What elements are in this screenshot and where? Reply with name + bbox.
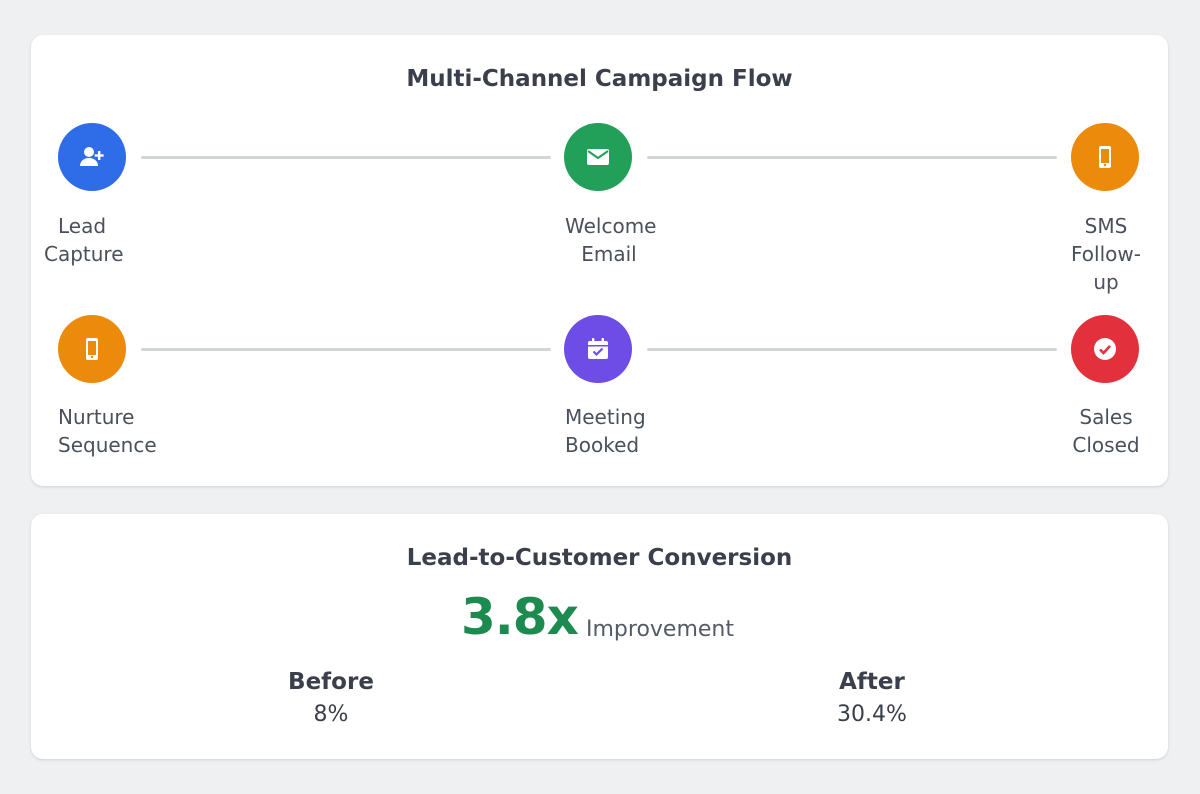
step-label-line: Welcome [565, 214, 657, 238]
step-label: Lead Capture [44, 212, 124, 268]
step-label-line: Follow- [1071, 242, 1141, 266]
step-sales-closed-button[interactable] [1071, 315, 1139, 383]
user-plus-icon [79, 144, 105, 170]
improvement-label: Improvement [586, 617, 734, 642]
conversion-multiplier: 3.8x [461, 588, 579, 646]
step-sms-follow-up-button[interactable] [1071, 123, 1139, 191]
step-label: Welcome Email [565, 212, 657, 268]
step-lead-capture-button[interactable] [58, 123, 126, 191]
step-label-line: Sequence [58, 433, 157, 457]
step-label: SMS Follow- up [1066, 212, 1146, 296]
calendar-check-icon [585, 336, 611, 362]
step-label: Nurture Sequence [58, 403, 168, 459]
step-label-line: Email [581, 242, 637, 266]
campaign-flow-card: Multi-Channel Campaign Flow Lead Capture… [31, 35, 1168, 486]
step-label-line: Meeting [565, 405, 646, 429]
before-stat: Before 8% [231, 668, 431, 730]
conversion-card: Lead-to-Customer Conversion 3.8x Improve… [31, 514, 1168, 759]
conversion-title: Lead-to-Customer Conversion [406, 545, 793, 571]
step-welcome-email-button[interactable] [564, 123, 632, 191]
step-label-line: Nurture [58, 405, 135, 429]
flow-connector [647, 156, 1057, 159]
mobile-phone-icon [79, 336, 105, 362]
step-label-line: Lead [57, 214, 107, 238]
before-value: 8% [313, 702, 349, 727]
after-label: After [839, 669, 905, 695]
step-meeting-booked-button[interactable] [564, 315, 632, 383]
step-nurture-sequence-button[interactable] [58, 315, 126, 383]
step-label: Meeting Booked [565, 403, 665, 459]
flow-connector [141, 348, 551, 351]
flow-connector [141, 156, 551, 159]
flow-connector [647, 348, 1057, 351]
step-label-line: Booked [565, 433, 640, 457]
step-label-line: SMS [1084, 214, 1128, 238]
before-label: Before [288, 669, 374, 695]
flow-title: Multi-Channel Campaign Flow [406, 66, 793, 92]
check-circle-icon [1092, 336, 1118, 362]
step-label-line: Sales [1079, 405, 1133, 429]
step-label-line: Closed [1072, 433, 1140, 457]
mobile-phone-icon [1092, 144, 1118, 170]
envelope-icon [585, 144, 611, 170]
after-value: 30.4% [837, 702, 907, 727]
step-label: Sales Closed [1066, 403, 1146, 459]
after-stat: After 30.4% [772, 668, 972, 730]
step-label-line: Capture [44, 242, 124, 266]
step-label-line: up [1093, 270, 1119, 294]
